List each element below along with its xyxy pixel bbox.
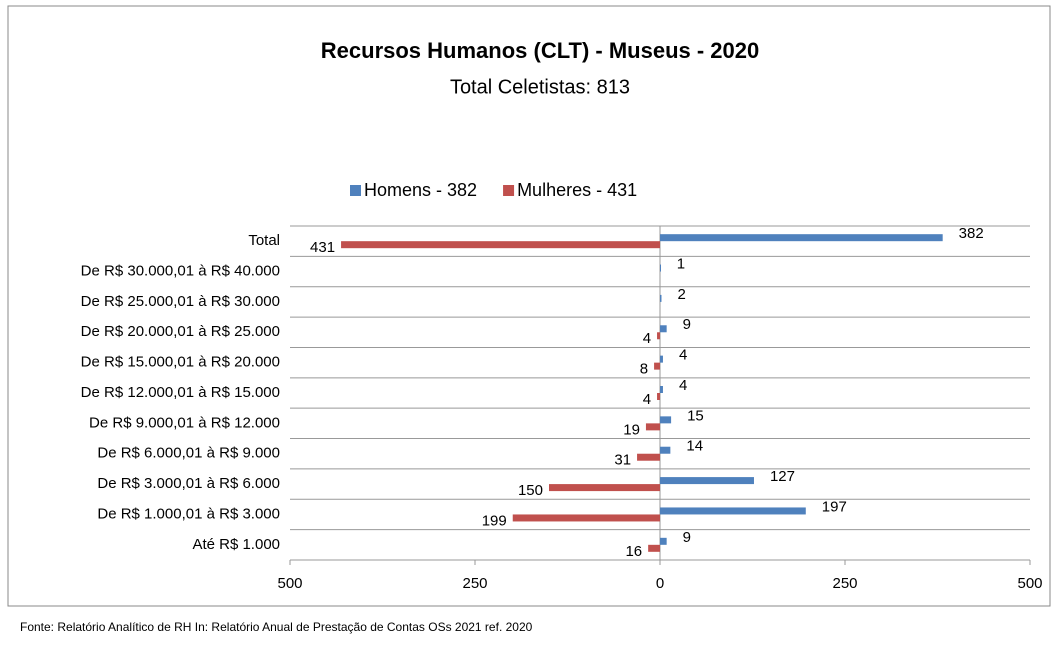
y-tick-label: Total <box>248 232 280 249</box>
bar <box>660 355 663 363</box>
bar <box>341 241 660 249</box>
data-label: 382 <box>959 225 984 242</box>
data-label: 4 <box>643 391 651 408</box>
chart-border <box>7 5 1051 607</box>
bar <box>660 477 754 485</box>
bar <box>660 537 667 545</box>
data-label: 8 <box>640 361 648 378</box>
y-tick-label: De R$ 20.000,01 à R$ 25.000 <box>81 323 280 340</box>
legend-label: Homens - 382 <box>364 180 477 200</box>
data-label: 199 <box>482 512 507 529</box>
data-label: 150 <box>518 482 543 499</box>
chart-title: Recursos Humanos (CLT) - Museus - 2020 <box>321 38 759 63</box>
bar <box>654 362 660 370</box>
bar <box>660 386 663 393</box>
bar <box>657 332 660 340</box>
data-label: 14 <box>686 438 703 455</box>
bar <box>660 416 672 424</box>
data-label: 16 <box>625 543 642 560</box>
y-tick-label: De R$ 6.000,01 à R$ 9.000 <box>97 445 280 462</box>
bar <box>660 264 661 272</box>
data-label: 4 <box>679 347 687 364</box>
bar <box>648 544 660 552</box>
data-label: 197 <box>822 498 847 515</box>
data-label: 19 <box>623 421 640 438</box>
y-tick-label: Até R$ 1.000 <box>192 536 280 553</box>
legend-swatch <box>503 185 515 196</box>
bar <box>637 453 660 461</box>
data-label: 9 <box>683 529 691 546</box>
data-label: 2 <box>677 286 685 303</box>
y-tick-label: De R$ 25.000,01 à R$ 30.000 <box>81 293 280 310</box>
data-label: 4 <box>643 330 651 347</box>
bar <box>549 484 660 492</box>
data-label: 431 <box>310 239 335 256</box>
bar <box>657 393 660 400</box>
y-tick-label: De R$ 9.000,01 à R$ 12.000 <box>89 414 280 431</box>
x-tick-label: 500 <box>277 575 302 592</box>
data-label: 127 <box>770 468 795 485</box>
bar <box>660 446 671 454</box>
y-tick-label: De R$ 3.000,01 à R$ 6.000 <box>97 475 280 492</box>
source-note: Fonte: Relatório Analítico de RH In: Rel… <box>20 620 533 634</box>
x-tick-label: 250 <box>462 575 487 592</box>
x-tick-label: 0 <box>656 575 664 592</box>
data-label: 1 <box>677 256 685 273</box>
y-tick-label: De R$ 1.000,01 à R$ 3.000 <box>97 505 280 522</box>
bar <box>512 514 660 522</box>
bar <box>645 423 660 431</box>
bar <box>660 507 806 515</box>
bar <box>660 234 943 242</box>
bar <box>660 294 662 302</box>
data-label: 4 <box>679 377 687 394</box>
legend-swatch <box>350 185 361 196</box>
x-tick-label: 500 <box>1017 575 1042 592</box>
data-label: 9 <box>683 316 691 333</box>
bar <box>660 325 667 333</box>
data-label: 15 <box>687 407 704 424</box>
y-tick-label: De R$ 15.000,01 à R$ 20.000 <box>81 354 280 371</box>
y-tick-label: De R$ 30.000,01 à R$ 40.000 <box>81 263 280 280</box>
y-tick-label: De R$ 12.000,01 à R$ 15.000 <box>81 384 280 401</box>
chart-subtitle: Total Celetistas: 813 <box>450 76 630 98</box>
data-label: 31 <box>614 452 631 469</box>
x-tick-label: 250 <box>832 575 857 592</box>
legend-label: Mulheres - 431 <box>517 180 637 200</box>
